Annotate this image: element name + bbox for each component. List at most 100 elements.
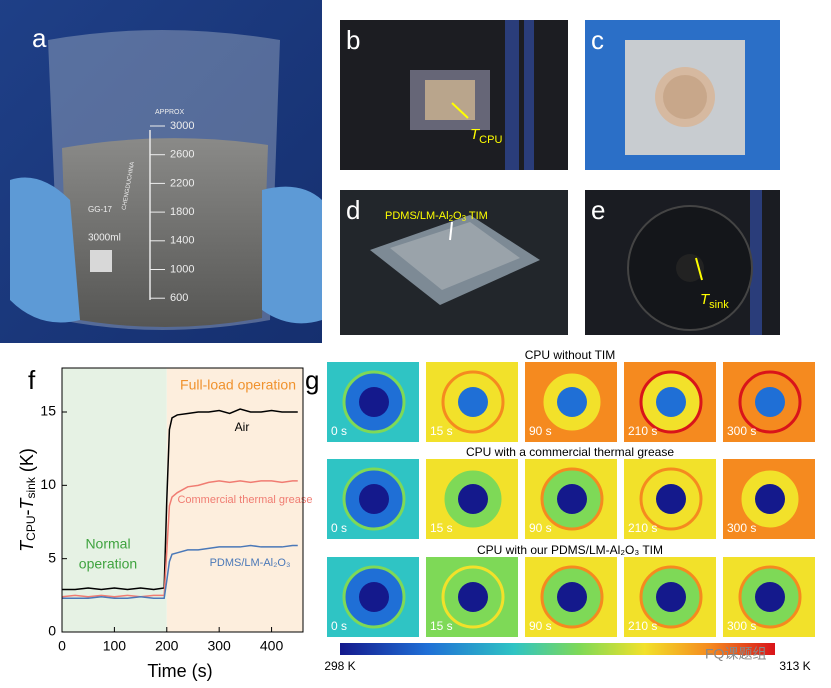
photo-d [340, 190, 568, 335]
y-title-part: (K) [17, 448, 37, 477]
time-label: 300 s [727, 619, 756, 633]
thermal-core [557, 387, 587, 417]
x-tick-label: 200 [155, 638, 179, 654]
annotation: Tsink [700, 291, 729, 311]
x-axis-title: Time (s) [147, 661, 212, 681]
beaker-text: APPROX [155, 109, 185, 116]
time-label: 210 s [628, 619, 657, 633]
y-title-part: CPU [24, 516, 38, 541]
annotation: PDMS/LM-Al2O3 TIM [385, 210, 488, 223]
time-label: 15 s [430, 521, 453, 535]
colorbar-min: 298 K [324, 659, 355, 673]
y-tick-label: 15 [40, 403, 56, 419]
panel-label: e [591, 195, 605, 225]
series-line [61, 480, 298, 598]
colorbar [340, 643, 775, 655]
annotation: TCPU [470, 126, 502, 146]
thermal-core [458, 484, 488, 514]
y-title-part: T [17, 497, 37, 510]
thermal-core [557, 582, 587, 612]
thermal-core [755, 484, 785, 514]
thermal-core [359, 582, 389, 612]
row-title: CPU without TIM [525, 348, 615, 362]
panel-label: g [305, 365, 319, 395]
plot-frame [61, 367, 304, 633]
colorbar-max: 313 K [779, 659, 810, 673]
graduation-label: 2600 [170, 149, 194, 161]
graduation-label: 3000 [170, 120, 194, 132]
y-title-part: T [17, 539, 37, 552]
annotation-part: 3 [462, 214, 467, 223]
time-label: 0 s [331, 619, 347, 633]
thermal-core [656, 387, 686, 417]
beaker-text: GG-17 [88, 205, 113, 214]
series-label: PDMS/LM-Al₂O₃ [210, 557, 291, 569]
thermal-core [656, 582, 686, 612]
thermal-core [755, 582, 785, 612]
photo-a [0, 0, 322, 343]
x-tick-label: 0 [58, 638, 66, 654]
thermal-core [755, 387, 785, 417]
time-label: 0 s [331, 521, 347, 535]
graduation-label: 1800 [170, 206, 194, 218]
annotation-part: PDMS/LM-Al [385, 210, 449, 222]
thermal-core [458, 582, 488, 612]
time-label: 15 s [430, 424, 453, 438]
photo-e [585, 190, 780, 335]
graduation-label: 600 [170, 292, 188, 304]
annotation-part: sink [709, 299, 729, 311]
graduation-label: 2200 [170, 177, 194, 189]
annotation-part: CPU [479, 134, 502, 146]
panel-label: c [591, 25, 604, 55]
time-label: 90 s [529, 619, 552, 633]
region-label: Normal [85, 536, 130, 552]
x-tick-label: 100 [103, 638, 127, 654]
time-label: 210 s [628, 424, 657, 438]
y-axis-title: TCPU-Tsink (K) [17, 448, 38, 552]
time-label: 300 s [727, 521, 756, 535]
annotation-part: 2 [449, 214, 454, 223]
series-label: Air [235, 420, 250, 434]
time-label: 15 s [430, 619, 453, 633]
panel-label: b [346, 25, 360, 55]
annotation-part: T [700, 291, 711, 308]
graduation-label: 1400 [170, 235, 194, 247]
panel-label: a [32, 23, 47, 53]
y-tick-label: 5 [48, 549, 56, 565]
series-label: Commercial thermal grease [177, 494, 312, 506]
panel-label: f [28, 365, 36, 395]
beaker-text: 3000ml [88, 233, 121, 244]
annotation-part: TIM [466, 210, 488, 222]
thermal-grid: CPU without TIM 0 s 15 s 90 s 210 s 300 s CPU … [327, 348, 815, 637]
x-tick-label: 400 [260, 638, 284, 654]
photo-c [585, 20, 780, 170]
graduations: 3000 2600 2200 1800 1400 1000 600 [150, 120, 194, 304]
row-title: CPU with our PDMS/LM-Al₂O₃ TIM [477, 543, 663, 557]
y-tick-label: 10 [40, 476, 56, 492]
photo-b [340, 20, 568, 170]
time-label: 90 s [529, 424, 552, 438]
time-label: 0 s [331, 424, 347, 438]
series-line [62, 408, 298, 591]
thermal-core [656, 484, 686, 514]
region-label: Full-load operation [180, 377, 296, 393]
y-tick-label: 0 [48, 623, 56, 639]
time-label: 300 s [727, 424, 756, 438]
panel-label: d [346, 195, 360, 225]
thermal-core [359, 484, 389, 514]
y-title-part: sink [24, 476, 38, 498]
thermal-core [359, 387, 389, 417]
x-tick-label: 300 [207, 638, 231, 654]
time-label: 90 s [529, 521, 552, 535]
annotation-part: O [453, 210, 462, 222]
y-title-part: - [17, 510, 37, 516]
thermal-core [557, 484, 587, 514]
time-label: 210 s [628, 521, 657, 535]
region [62, 368, 167, 632]
watermark: FQ课题组 [705, 646, 766, 662]
thermal-core [458, 387, 488, 417]
region-label: operation [79, 556, 137, 572]
